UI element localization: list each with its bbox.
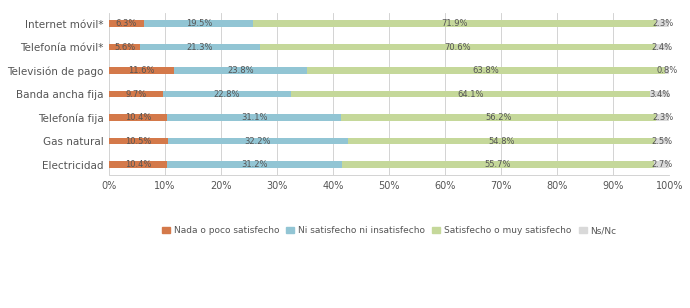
Text: 32.2%: 32.2% — [245, 136, 271, 146]
Text: 3.4%: 3.4% — [649, 90, 671, 99]
Text: 21.3%: 21.3% — [187, 43, 213, 52]
Bar — [656, 20, 669, 27]
Text: 31.2%: 31.2% — [241, 160, 268, 169]
Text: 22.8%: 22.8% — [214, 90, 240, 99]
Text: 2.5%: 2.5% — [652, 136, 673, 146]
Text: 2.3%: 2.3% — [652, 113, 673, 122]
Bar — [654, 161, 669, 168]
Bar — [656, 44, 669, 51]
Text: 6.3%: 6.3% — [116, 19, 137, 28]
Text: 23.8%: 23.8% — [227, 66, 254, 75]
Text: 56.2%: 56.2% — [486, 113, 512, 122]
Text: 2.3%: 2.3% — [652, 19, 673, 28]
Bar — [174, 67, 307, 74]
Bar — [253, 20, 656, 27]
Bar — [167, 114, 342, 121]
Text: 10.4%: 10.4% — [125, 160, 151, 169]
Text: 55.7%: 55.7% — [485, 160, 511, 169]
Text: 31.1%: 31.1% — [241, 113, 268, 122]
Bar — [168, 138, 348, 144]
Text: 64.1%: 64.1% — [457, 90, 484, 99]
Bar — [342, 161, 654, 168]
Text: 11.6%: 11.6% — [128, 66, 155, 75]
Bar — [656, 138, 669, 144]
Bar — [259, 44, 656, 51]
Text: 2.4%: 2.4% — [651, 43, 673, 52]
Text: 9.7%: 9.7% — [126, 90, 147, 99]
Bar — [291, 91, 650, 97]
Text: 5.6%: 5.6% — [114, 43, 135, 52]
Bar — [167, 161, 342, 168]
Bar — [109, 91, 164, 97]
Bar — [665, 67, 669, 74]
Bar — [109, 161, 167, 168]
Bar — [109, 67, 174, 74]
Bar — [348, 138, 656, 144]
Bar — [342, 114, 656, 121]
Legend: Nada o poco satisfecho, Ni satisfecho ni insatisfecho, Satisfecho o muy satisfec: Nada o poco satisfecho, Ni satisfecho ni… — [158, 222, 620, 239]
Bar — [109, 20, 144, 27]
Text: 0.8%: 0.8% — [656, 66, 678, 75]
Bar — [307, 67, 665, 74]
Text: 71.9%: 71.9% — [442, 19, 469, 28]
Bar — [109, 138, 168, 144]
Text: 63.8%: 63.8% — [473, 66, 500, 75]
Bar — [164, 91, 291, 97]
Text: 2.7%: 2.7% — [651, 160, 672, 169]
Bar — [109, 114, 167, 121]
Bar — [650, 91, 669, 97]
Bar — [109, 44, 140, 51]
Bar — [140, 44, 259, 51]
Bar — [144, 20, 253, 27]
Text: 70.6%: 70.6% — [444, 43, 471, 52]
Text: 54.8%: 54.8% — [489, 136, 515, 146]
Bar — [656, 114, 669, 121]
Text: 10.5%: 10.5% — [125, 136, 152, 146]
Text: 19.5%: 19.5% — [186, 19, 212, 28]
Text: 10.4%: 10.4% — [125, 113, 151, 122]
